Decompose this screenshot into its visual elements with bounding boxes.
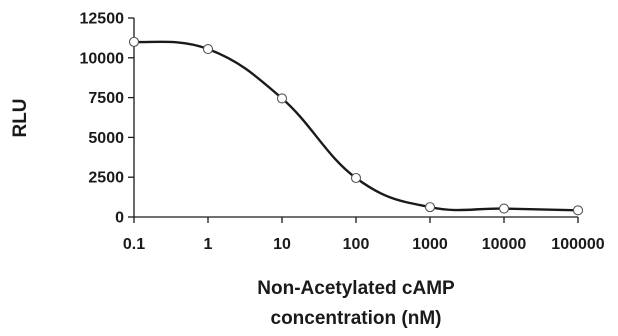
x-tick-label: 1	[204, 236, 213, 253]
data-point	[128, 36, 140, 47]
data-point	[276, 93, 288, 104]
x-tick-label: 1000	[412, 236, 448, 253]
y-tick-label: 12500	[80, 11, 125, 28]
x-axis-title-line-2: concentration (nM)	[271, 308, 442, 329]
y-tick-label: 5000	[88, 130, 124, 147]
y-tick-label: 10000	[80, 50, 125, 67]
x-axis: 0.1 1 10 100 1000 10000 100000	[123, 216, 605, 253]
y-tick-label: 2500	[88, 170, 124, 187]
series-line	[133, 40, 579, 212]
series-layer	[128, 36, 584, 216]
y-tick-label: 0	[115, 210, 124, 227]
data-point	[498, 203, 510, 214]
data-point	[350, 172, 362, 184]
data-point	[572, 205, 584, 216]
y-tick-label: 7500	[88, 90, 124, 107]
data-point	[424, 202, 436, 213]
x-tick-label: 100000	[551, 236, 604, 253]
y-axis: 0 2500 5000 7500 10000 12500	[80, 11, 135, 227]
x-tick-label: 10000	[482, 236, 527, 253]
x-tick-label: 100	[343, 236, 370, 253]
y-axis-title: RLU	[10, 98, 31, 137]
x-axis-title-line-1: Non-Acetylated cAMP	[257, 278, 455, 299]
x-tick-label: 10	[273, 236, 291, 253]
x-tick-label: 0.1	[123, 236, 145, 253]
data-point	[202, 43, 214, 55]
